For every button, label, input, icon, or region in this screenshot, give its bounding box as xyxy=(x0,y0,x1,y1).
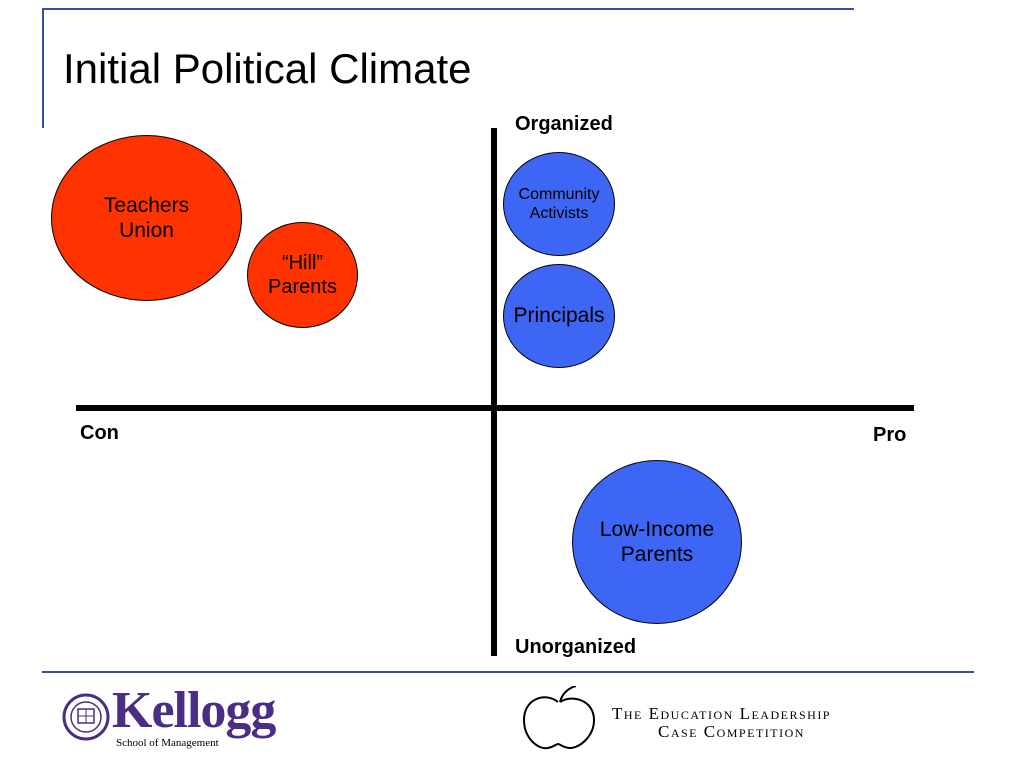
slide-title: Initial Political Climate xyxy=(63,45,472,92)
northwestern-seal-icon xyxy=(62,693,110,741)
kellogg-logo: Kellogg School of Management xyxy=(62,682,292,751)
node-label: Low-Income Parents xyxy=(599,517,715,566)
axis-label-con: Con xyxy=(80,422,119,444)
kellogg-wordmark: Kellogg xyxy=(112,682,276,739)
frame-left-border xyxy=(42,8,44,128)
competition-title-line2: Case Competition xyxy=(658,722,805,741)
kellogg-subtitle: School of Management xyxy=(116,737,219,749)
node-community-activists: Community Activists xyxy=(503,152,615,256)
node-hill-parents: “Hill” Parents xyxy=(247,222,358,328)
node-label: Community Activists xyxy=(518,185,600,222)
competition-title-line1: The Education Leadership xyxy=(612,704,831,723)
horizontal-axis xyxy=(76,405,914,411)
axis-label-pro: Pro xyxy=(873,424,907,446)
footer-divider xyxy=(42,671,974,673)
frame-top-border xyxy=(42,8,854,10)
axis-label-organized: Organized xyxy=(515,113,613,135)
apple-outline-icon xyxy=(522,686,596,750)
node-label: Teachers Union xyxy=(103,193,190,242)
vertical-axis xyxy=(491,128,497,656)
node-low-income-parents: Low-Income Parents xyxy=(572,460,742,624)
node-label: “Hill” Parents xyxy=(268,252,337,298)
competition-logo: The Education Leadership Case Competitio… xyxy=(518,686,958,756)
node-label: Principals xyxy=(513,304,605,328)
axis-label-unorganized: Unorganized xyxy=(515,636,637,658)
node-principals: Principals xyxy=(503,264,615,368)
node-teachers-union: Teachers Union xyxy=(51,135,242,301)
